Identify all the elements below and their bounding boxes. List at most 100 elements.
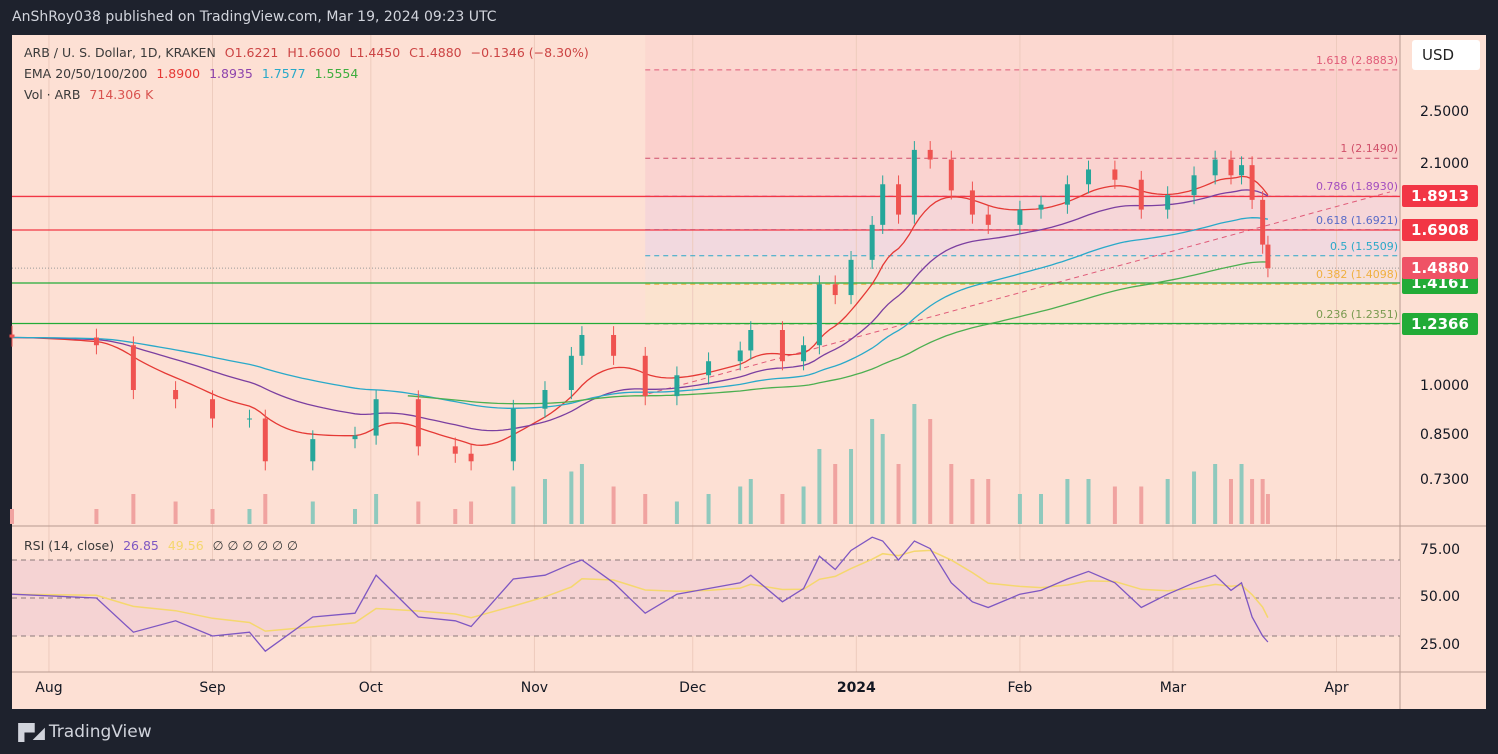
candle-body: [1228, 159, 1234, 176]
rsi-ma-line: [11, 549, 1269, 632]
volume-bar: [1165, 479, 1170, 524]
candle-body: [1112, 169, 1118, 180]
volume-bar: [1112, 486, 1117, 524]
candle-body: [985, 214, 991, 225]
volume-bar: [1250, 479, 1255, 524]
rsi-line: [11, 536, 1269, 653]
candle-body: [1086, 169, 1092, 185]
candle-body: [801, 345, 807, 362]
volume-bar: [1139, 486, 1144, 524]
fib-zone: [645, 158, 1400, 197]
rsi-ma-value: 49.56: [167, 538, 204, 553]
volume-bar: [1192, 471, 1197, 524]
volume-bar: [970, 479, 975, 524]
volume-bar: [912, 404, 917, 524]
candle-body: [674, 375, 680, 397]
brand-name[interactable]: TradingView: [48, 722, 152, 742]
time-tick: Sep: [199, 680, 226, 696]
publisher-line: AnShRoy038 published on TradingView.com,…: [12, 9, 497, 25]
time-tick: Oct: [358, 680, 383, 696]
candle-body: [1239, 165, 1245, 176]
fib-zone: [645, 196, 1400, 230]
volume-bar: [706, 494, 711, 524]
fib-label: 0.618 (1.6921): [1315, 213, 1398, 227]
candle-body: [737, 350, 743, 362]
volume-bar: [880, 434, 885, 524]
candle-body: [832, 284, 838, 296]
volume-bar: [131, 494, 136, 524]
fib-zone: [645, 255, 1400, 285]
fib-label: 0.786 (1.8930): [1315, 180, 1398, 194]
volume-bar: [310, 501, 315, 524]
candle-body: [1017, 209, 1023, 225]
volume-bar: [1039, 494, 1044, 524]
symbol-name[interactable]: ARB / U. S. Dollar, 1D, KRAKEN: [24, 45, 216, 60]
candle-body: [468, 453, 474, 462]
last-price-tag: 1.4880: [1402, 257, 1478, 280]
currency-button[interactable]: USD: [1412, 40, 1480, 70]
volume-bar: [263, 494, 268, 524]
ohlc-change: −0.1346 (−8.30%): [470, 45, 589, 60]
time-tick: Mar: [1159, 680, 1187, 696]
volume-bar: [870, 419, 875, 524]
candle-body: [1249, 165, 1255, 200]
rsi-tick: 75.00: [1420, 541, 1461, 558]
fib-zone: [645, 229, 1400, 256]
volume-bar: [210, 509, 215, 524]
rsi-label[interactable]: RSI (14, close): [24, 538, 115, 553]
volume-bar: [849, 449, 854, 524]
candle-body: [642, 355, 648, 397]
ema-label[interactable]: EMA 20/50/100/200: [24, 66, 148, 81]
ema50-value: 1.8935: [209, 66, 253, 81]
ohlc-close: C1.4880: [409, 45, 462, 60]
time-tick: Dec: [679, 680, 707, 696]
price-tick: 0.8500: [1420, 426, 1469, 443]
candle-body: [779, 330, 785, 362]
candle-body: [352, 435, 358, 440]
fib-zone: [645, 35, 1400, 70]
price-tick: 1.0000: [1420, 378, 1469, 394]
price-tag: 1.8913: [1402, 185, 1478, 208]
ema50-line: [12, 189, 1269, 432]
candle-body: [415, 399, 421, 447]
ema200-line: [407, 261, 1268, 405]
candle-body: [262, 418, 268, 462]
ohlc-open: O1.6221: [224, 45, 279, 60]
trend-line: [639, 191, 1391, 397]
volume-bar: [780, 494, 785, 524]
vol-label[interactable]: Vol · ARB: [24, 87, 81, 102]
rsi-legend: RSI (14, close) 26.85 49.56 ∅ ∅ ∅ ∅ ∅ ∅: [24, 538, 303, 553]
candle-body: [246, 418, 252, 420]
candle-body: [130, 345, 136, 391]
candle-body: [896, 184, 902, 215]
price-tag: 1.2366: [1402, 312, 1478, 335]
volume-bar: [949, 464, 954, 524]
candle-body: [1138, 179, 1144, 210]
time-tick: Feb: [1007, 680, 1033, 696]
fib-label: 0.382 (1.4098): [1315, 268, 1398, 282]
candle-body: [1265, 244, 1271, 269]
vol-value: 714.306 K: [89, 87, 154, 102]
fib-label: 1.618 (2.8883): [1315, 53, 1398, 67]
volume-bar: [569, 471, 574, 524]
rsi-extra: ∅ ∅ ∅ ∅ ∅ ∅: [212, 538, 298, 553]
fib-label: 1 (2.1490): [1340, 142, 1398, 156]
candle-body: [1260, 199, 1266, 245]
volume-bar: [94, 509, 99, 524]
candle-body: [748, 330, 754, 351]
candle-body: [510, 408, 516, 462]
candle-body: [927, 149, 933, 160]
fib-label: 0.236 (1.2351): [1315, 307, 1398, 321]
candle-body: [579, 334, 585, 356]
volume-bar: [173, 501, 178, 524]
rsi-tick: 25.00: [1420, 636, 1461, 653]
ema200-value: 1.5554: [314, 66, 359, 81]
volume-bar: [643, 494, 648, 524]
candle-body: [1191, 175, 1197, 196]
volume-bar: [511, 486, 516, 524]
time-tick: Aug: [35, 680, 63, 696]
price-tick: 0.7300: [1420, 472, 1469, 489]
fib-zone: [645, 69, 1400, 159]
volume-bar: [801, 486, 806, 524]
